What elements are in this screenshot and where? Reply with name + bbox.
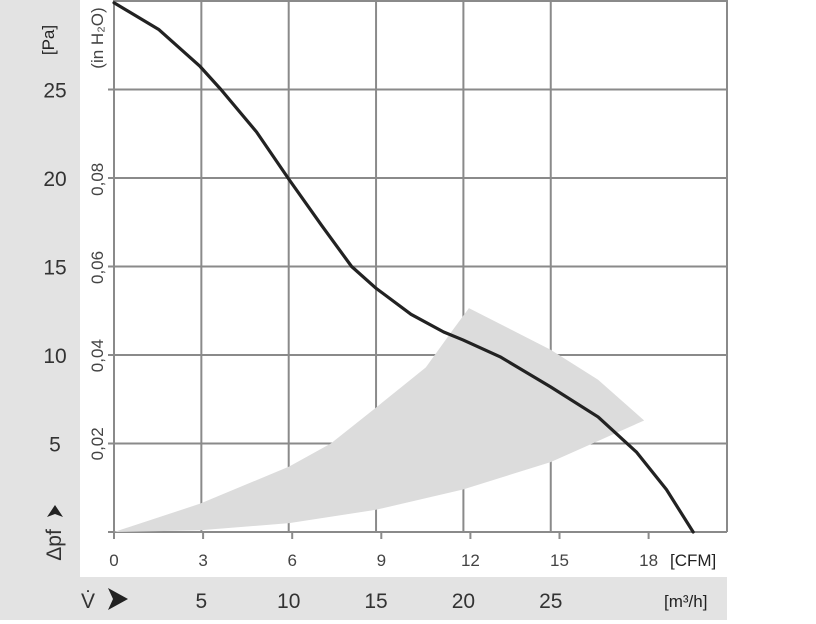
x-tick-label-m3h: 25 (539, 590, 562, 613)
left-axis-band (0, 0, 80, 577)
arrow-up-icon (47, 505, 63, 517)
y-tick-label-pa: 15 (43, 257, 66, 280)
y-tick-label-inh2o: 0,08 (88, 163, 107, 196)
x-tick-label-cfm: 15 (550, 551, 569, 570)
x-tick-label-cfm: 9 (377, 551, 386, 570)
x-tick-label-cfm: 6 (287, 551, 296, 570)
y-tick-label-inh2o: 0,02 (88, 427, 107, 460)
y-tick-label-pa: 25 (43, 80, 66, 103)
y-tick-label-inh2o: 0,04 (88, 339, 107, 372)
x-tick-label-m3h: 5 (196, 590, 208, 613)
grid (108, 0, 728, 533)
x-tick-label-m3h: 15 (364, 590, 387, 613)
y-tick-label-pa: 5 (49, 434, 61, 457)
x-tick-label-cfm: 0 (109, 551, 118, 570)
y-unit-inh2o: (in H₂O) (88, 7, 107, 68)
x-tick-label-cfm: 18 (639, 551, 658, 570)
x-tick-label-cfm: 3 (198, 551, 207, 570)
fan-curve-line (112, 1, 695, 534)
arrow-right-icon (108, 588, 128, 610)
x-axis-title: V̇ (81, 588, 128, 613)
x-unit-cfm: [CFM] (670, 551, 716, 570)
x-axis-label: V̇ (81, 590, 95, 613)
y-tick-label-inh2o: 0,06 (88, 251, 107, 284)
operating-range-area (114, 308, 645, 532)
y-unit-pa: [Pa] (39, 25, 58, 55)
x-tick-label-m3h: 10 (277, 590, 300, 613)
y-tick-label-pa: 10 (43, 345, 66, 368)
x-unit-m3h: [m³/h] (664, 592, 707, 611)
x-tick-label-cfm: 12 (461, 551, 480, 570)
y-tick-label-pa: 20 (43, 168, 66, 191)
y-axis-label: Δpf (43, 529, 66, 561)
x-tick-label-m3h: 20 (452, 590, 475, 613)
y-axis-title: Δpf (43, 505, 66, 561)
axes: 5 10 15 20 25 5 10 15 20 25 0,02 0,04 0,06 0,08 0 3 6 9 12… (43, 80, 658, 614)
